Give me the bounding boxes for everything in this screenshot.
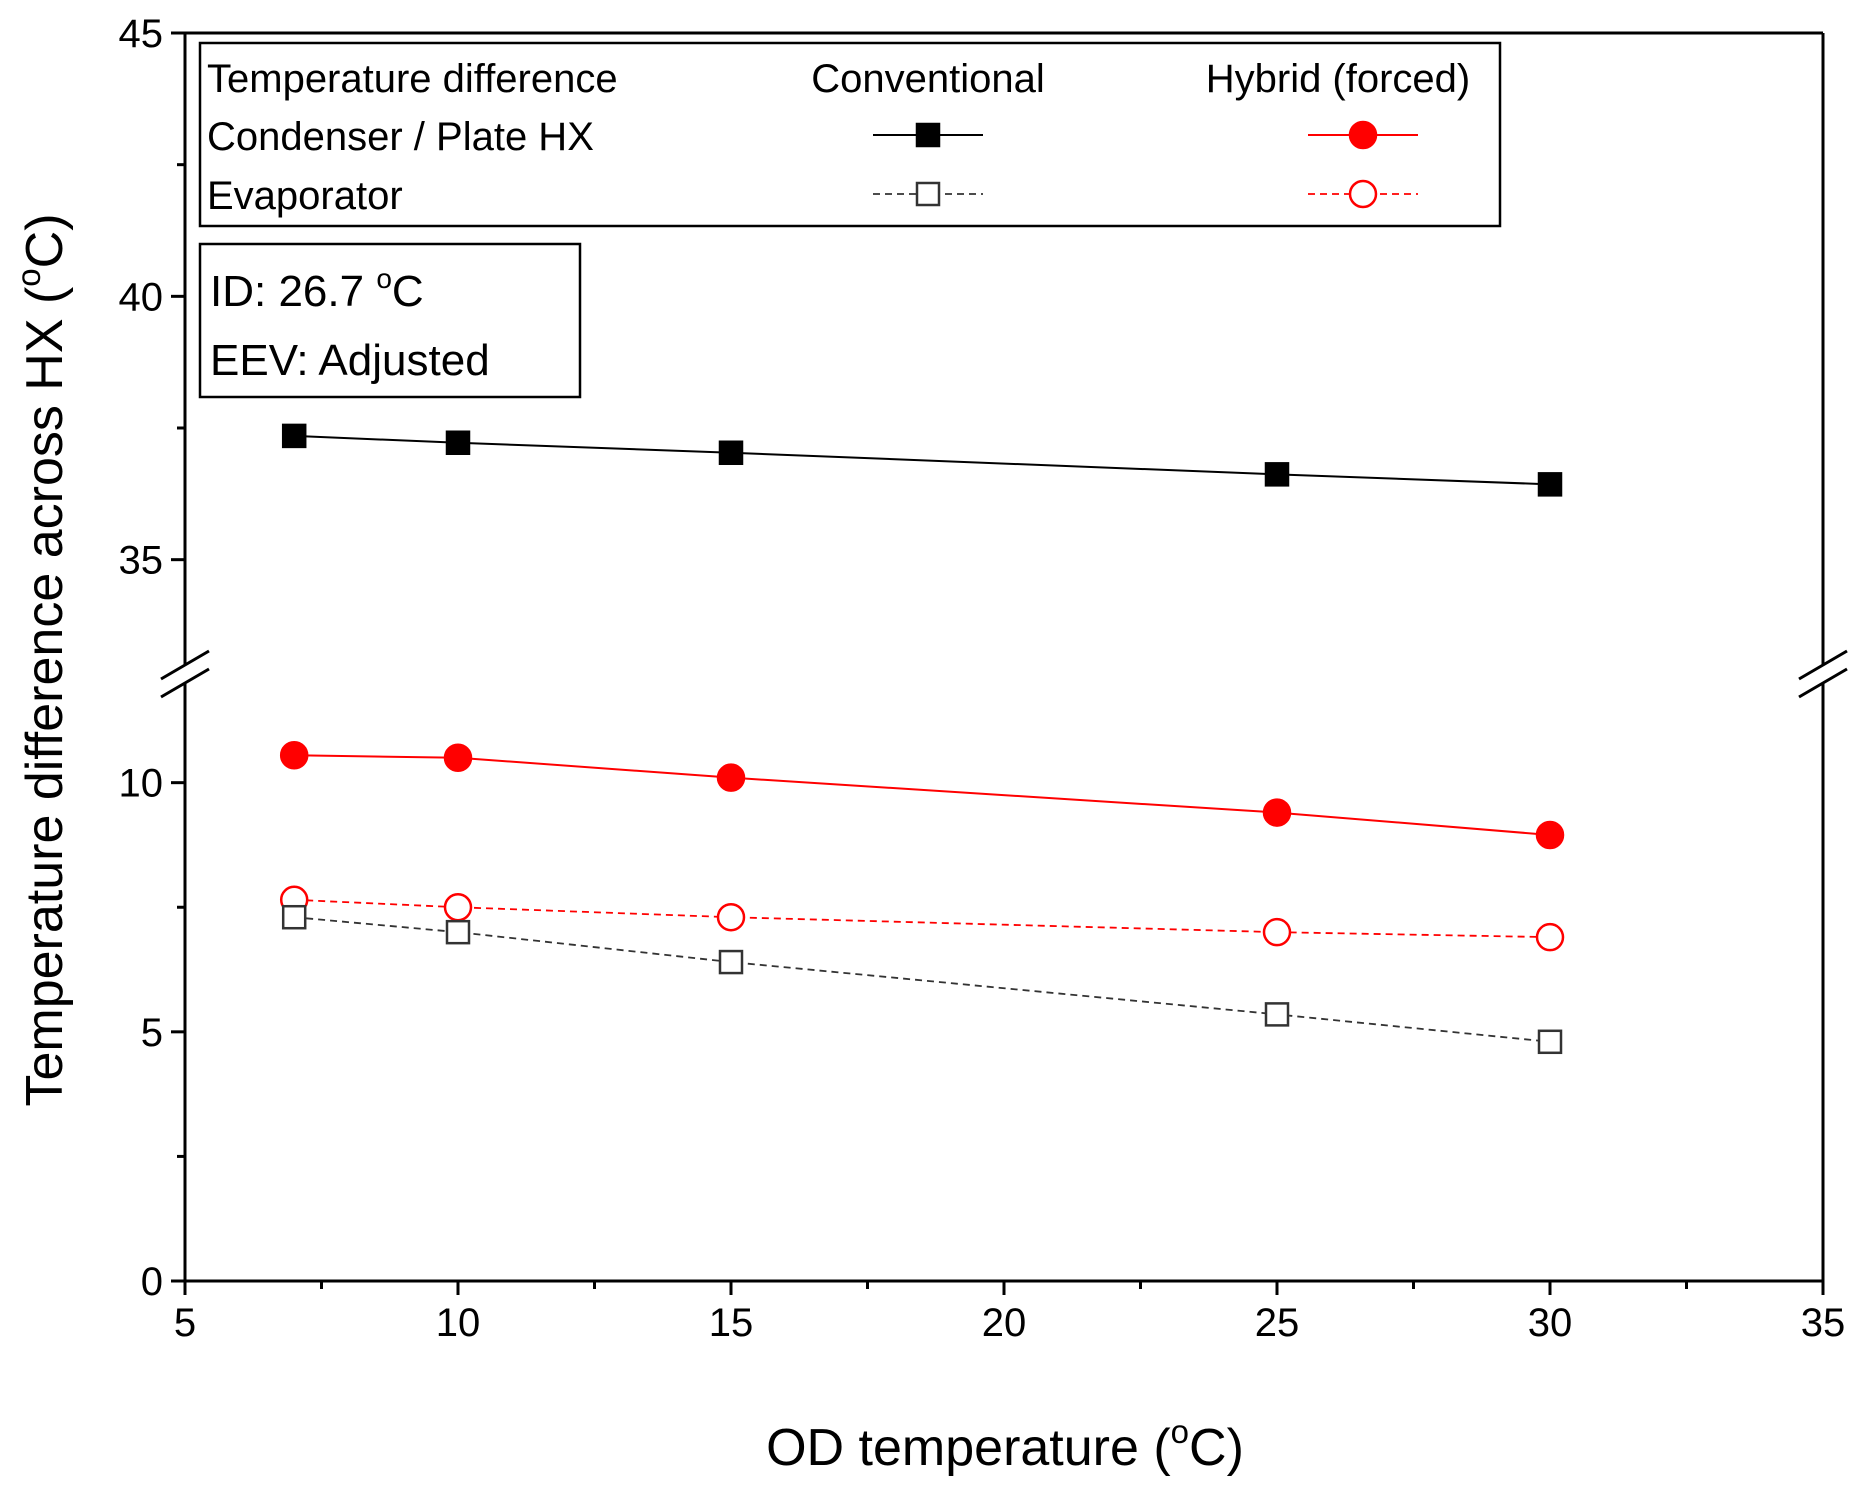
x-tick-label: 20 [982,1301,1027,1345]
data-point-square [281,423,307,449]
y-axis-celsius-unit: C) [16,213,74,268]
legend-swatches [873,120,1418,209]
info-box-border [198,242,582,399]
series [279,741,1565,850]
x-axis: 5 10 15 20 25 30 35 [174,1281,1845,1345]
data-point-square [915,122,941,148]
data-point-circle [716,902,746,932]
legend-box [198,41,1502,228]
legend: Temperature difference Conventional Hybr… [198,41,1502,228]
info-indoor-temperature: ID: 26.7 oC [210,263,424,316]
data-point-circle [443,893,473,922]
info-box: ID: 26.7 oC EEV: Adjusted [198,242,582,399]
info-eev-setting: EEV: Adjusted [210,336,490,385]
data-point-circle [1535,922,1565,952]
x-tick-label: 5 [174,1301,196,1345]
series-line [294,754,1551,836]
data-point-square [1537,1029,1563,1055]
data-point-circle [1262,798,1292,827]
series [279,885,1565,952]
data-point-circle [1348,120,1378,150]
data-point-circle [1262,917,1292,947]
x-tick-label: 25 [1255,1301,1300,1345]
info-degree-superscript: o [376,263,392,294]
axis-break-mark [1798,649,1848,681]
y-tick-label: 0 [141,1260,163,1304]
legend-column-hybrid: Hybrid (forced) [1206,57,1471,101]
axis-break-mark [160,667,210,699]
y-tick-label: 35 [119,539,164,583]
y-axis: 0 5 10 35 40 45 [119,12,185,1304]
series [281,904,1563,1055]
legend-column-conventional: Conventional [811,57,1045,101]
x-axis-celsius-unit: C) [1189,1419,1244,1477]
info-celsius-unit: C [392,267,424,316]
legend-header: Temperature difference [207,57,618,101]
data-point-circle [279,741,309,770]
data-point-square [718,949,744,975]
series-line [294,898,1551,939]
legend-row-evaporator: Evaporator [207,174,403,218]
series [281,423,1563,497]
y-tick-label: 45 [119,12,164,56]
x-axis-title: OD temperature (oC) [766,1413,1244,1477]
y-tick-label: 40 [119,275,164,319]
data-point-square [1264,462,1290,487]
x-tick-label: 10 [436,1301,481,1345]
series-line [294,434,1551,486]
data-point-square [445,430,471,455]
y-axis-degree-superscript: o [10,268,47,286]
data-point-square [445,919,471,945]
x-axis-title-text: OD temperature ( [766,1419,1171,1477]
x-axis-degree-superscript: o [1171,1413,1189,1450]
info-indoor-temperature-text: ID: 26.7 [210,267,376,316]
data-point-square [1537,472,1563,497]
y-axis-title: Temperature difference across HX (oC) [10,213,74,1106]
y-tick-label: 10 [119,762,164,806]
data-point-square [718,440,744,466]
y-tick-label: 5 [141,1011,163,1055]
x-tick-label: 15 [709,1301,754,1345]
data-point-square [1264,1002,1290,1027]
series-layer [279,423,1565,1055]
series-line [294,916,1551,1043]
data-point-circle [716,763,746,792]
data-point-square [281,904,307,930]
y-axis-title-text: Temperature difference across HX ( [16,286,74,1107]
data-point-circle [1348,179,1378,209]
data-point-circle [1535,820,1565,850]
legend-row-condenser: Condenser / Plate HX [207,115,594,159]
x-tick-label: 30 [1528,1301,1573,1345]
data-point-circle [443,743,473,772]
axis-break-mark [160,649,210,681]
x-tick-label: 35 [1801,1301,1846,1345]
data-point-square [915,181,941,207]
axis-break-mark [1798,667,1848,699]
